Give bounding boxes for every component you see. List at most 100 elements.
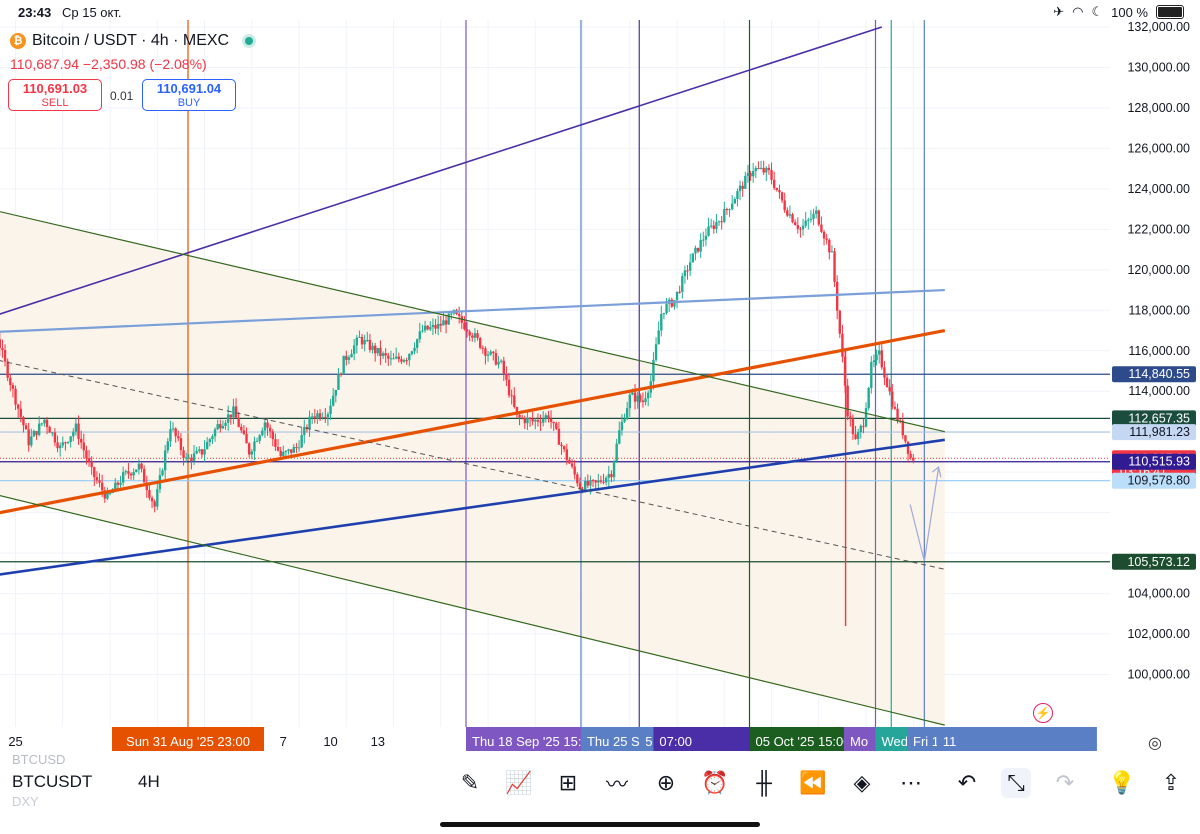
share-icon[interactable]: ⇪ (1161, 770, 1181, 795)
candle-body (324, 416, 327, 418)
price-tick-label: 116,000.00 (1128, 344, 1190, 358)
market-open-icon (245, 37, 254, 45)
candle-body (520, 417, 524, 419)
candle-body (387, 355, 390, 359)
layers-icon[interactable]: ◈ (853, 770, 871, 795)
candle-body (534, 419, 537, 422)
candle-body (615, 443, 618, 462)
candle-body (712, 225, 715, 229)
candle-body (817, 210, 820, 225)
layout-icon[interactable]: ⊞ (558, 770, 578, 795)
candle-body (552, 421, 555, 424)
channel-shade (0, 211, 945, 726)
candle-body (799, 228, 802, 230)
candle-body (142, 468, 146, 483)
sell-button[interactable]: 110,691.03 SELL (8, 79, 102, 111)
indicators-icon[interactable]: 📈 (505, 770, 533, 795)
projection-path (909, 468, 940, 562)
more-icon[interactable]: ⋯ (900, 770, 922, 795)
candle-body (704, 235, 708, 240)
candle-body (61, 442, 64, 446)
candle-body (489, 351, 492, 355)
candle-body (702, 239, 705, 241)
candles-icon[interactable]: ╫ (756, 770, 772, 795)
candle-body (746, 173, 750, 176)
candle-body (523, 418, 526, 424)
candle-body (48, 427, 51, 433)
alert-icon[interactable]: ⏰ (701, 770, 729, 795)
timeframe-button[interactable]: 4H (138, 772, 160, 791)
order-quantity[interactable]: 0.01 (110, 89, 134, 103)
candle-body (87, 458, 91, 462)
add-icon[interactable]: ⊕ (656, 770, 676, 795)
candle-body (759, 167, 763, 169)
candle-body (699, 240, 702, 252)
candle-body (271, 431, 274, 440)
candle-body (371, 345, 374, 351)
price-label: 105,573.12 (1127, 555, 1190, 569)
candle-body (560, 444, 563, 447)
candle-body (69, 436, 72, 442)
candle-body (303, 426, 306, 436)
candle-body (912, 457, 915, 461)
strategy-icon[interactable]: 〰 (605, 772, 628, 797)
candle-body (45, 419, 49, 428)
candle-body (64, 442, 67, 444)
fullscreen-exit-icon[interactable]: ⤡ (1001, 768, 1031, 798)
replay-icon[interactable]: ⏪ (799, 770, 827, 795)
candle-body (502, 360, 505, 374)
trend-lines[interactable] (0, 26, 946, 726)
redo-icon[interactable]: ↷ (1055, 770, 1075, 795)
airplane-icon: ✈ (1053, 4, 1065, 19)
candle-body (308, 416, 311, 430)
price-label-bg (1112, 472, 1196, 489)
candle-body (135, 469, 138, 473)
vertical-lines[interactable] (187, 20, 925, 727)
scale-settings-icon[interactable]: ◎ (1148, 735, 1162, 752)
candle-body (830, 251, 834, 253)
horizontal-lines[interactable] (0, 373, 1110, 563)
flash-icon[interactable]: ⚡ (1033, 703, 1053, 723)
candle-body (366, 339, 369, 341)
chart-legend[interactable]: ₿ Bitcoin / USDT · 4h · MEXC 110,687.94 … (10, 32, 254, 72)
candle-body (14, 388, 17, 405)
undo-icon[interactable]: ↶ (957, 770, 977, 795)
candle-body (786, 210, 789, 216)
idea-icon[interactable]: 💡 (1108, 770, 1136, 795)
pencil-icon[interactable]: ✎ (460, 770, 480, 795)
candle-body (833, 251, 836, 282)
candle-body (287, 449, 290, 451)
candle-body (379, 347, 382, 357)
time-label-highlight: 07:00 (659, 734, 692, 749)
price-label-bg (1112, 553, 1196, 570)
candle-body (77, 423, 80, 439)
candle-body (749, 173, 752, 177)
candle-body (166, 441, 169, 451)
candle-body (738, 185, 742, 192)
symbol-button[interactable]: BTCUSDT (12, 772, 93, 791)
candle-body (531, 418, 534, 422)
candle-body (268, 427, 272, 432)
candle-body (888, 387, 891, 392)
candle-body (623, 419, 626, 422)
candle-body (95, 477, 99, 481)
candle-body (334, 389, 337, 396)
candle-body (499, 360, 503, 362)
candle-body (673, 300, 676, 307)
candle-body (261, 430, 264, 436)
candle-body (129, 473, 133, 476)
candle-body (513, 395, 516, 407)
candle-body (618, 430, 621, 444)
candle-body (342, 355, 345, 375)
candle-body (40, 423, 43, 425)
symbol-line[interactable]: Bitcoin / USDT · 4h · MEXC (32, 32, 230, 49)
buy-button[interactable]: 110,691.04 BUY (142, 79, 236, 111)
price-axis[interactable]: 100,000.00 102,000.00 104,000.00 114,000.00… (1110, 0, 1200, 727)
candle-body (691, 253, 694, 263)
candle-body (43, 419, 46, 424)
candle-body (347, 357, 351, 360)
candle-body (591, 480, 595, 482)
price-change: −2,350.98 (−2.08%) (82, 56, 207, 72)
